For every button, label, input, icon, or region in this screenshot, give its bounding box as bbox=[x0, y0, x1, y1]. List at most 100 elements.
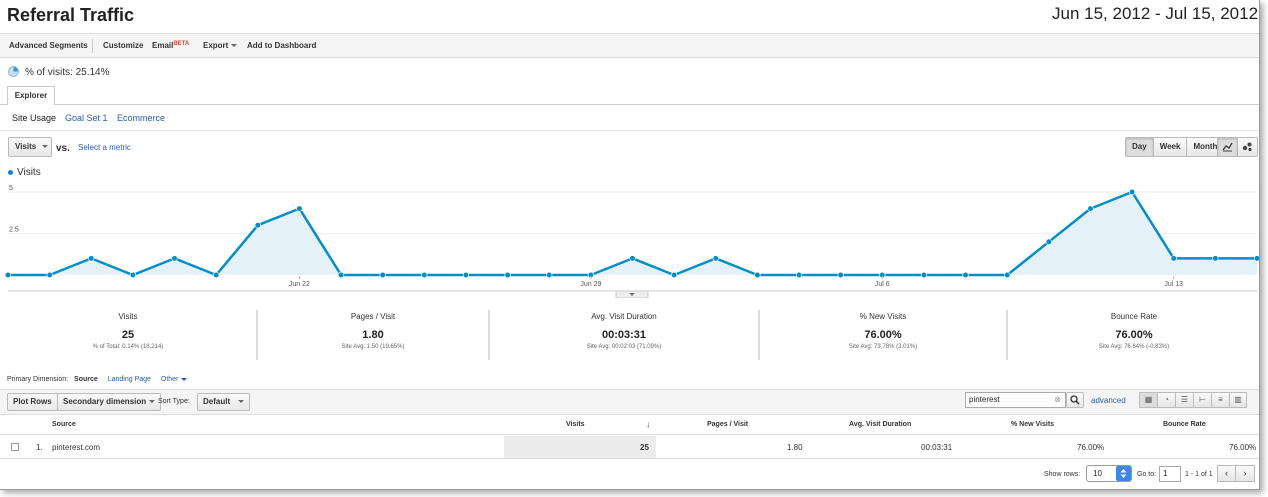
metric-dropdown-label: Visits bbox=[15, 142, 37, 151]
scorecard-label: Visits bbox=[118, 312, 138, 321]
scorecard: Bounce Rate 76.00% Site Avg: 76.64% (-0.83… bbox=[1008, 309, 1259, 361]
sort-descending-icon: ↓ bbox=[646, 419, 651, 429]
row-source-link[interactable]: pinterest.com bbox=[52, 443, 101, 452]
granularity-toggle: Day Week Month bbox=[1125, 137, 1225, 157]
term-cloud-icon[interactable]: ≡ bbox=[1211, 392, 1229, 408]
spinner-icon[interactable] bbox=[1116, 466, 1131, 481]
scorecard-divider bbox=[256, 310, 258, 360]
performance-view-icon[interactable]: ☰ bbox=[1175, 392, 1193, 408]
select-metric-link[interactable]: Select a metric bbox=[78, 143, 131, 152]
scorecard-value: 25 bbox=[121, 329, 135, 341]
column-header-new-visits[interactable]: % New Visits bbox=[1011, 421, 1055, 428]
secondary-dimension-label: Secondary dimension bbox=[63, 397, 147, 406]
scorecard-site-avg: Site Avg: 76.64% (-0.83%) bbox=[1098, 344, 1170, 350]
legend-label: Visits bbox=[17, 167, 41, 178]
data-point bbox=[629, 255, 636, 262]
pie-view-icon[interactable]: ◔ bbox=[1157, 392, 1175, 408]
search-icon bbox=[1070, 395, 1080, 405]
next-page-icon[interactable]: › bbox=[1236, 465, 1255, 482]
tab-explorer[interactable]: Explorer bbox=[7, 86, 55, 105]
plot-rows-button[interactable]: Plot Rows bbox=[7, 393, 58, 411]
data-point bbox=[920, 271, 928, 279]
line-chart-icon[interactable] bbox=[1218, 138, 1238, 156]
x-tick-label: Jul 6 bbox=[875, 281, 890, 288]
search-button[interactable] bbox=[1066, 392, 1084, 408]
scorecard-divider bbox=[758, 310, 760, 360]
subtab-site-usage[interactable]: Site Usage bbox=[12, 113, 57, 123]
data-point bbox=[129, 271, 136, 279]
table-search-input[interactable]: pinterest ⊗ bbox=[965, 392, 1066, 408]
chevron-down-icon bbox=[238, 400, 245, 404]
data-point bbox=[171, 255, 178, 262]
data-point bbox=[795, 271, 803, 279]
show-rows-label: Show rows: bbox=[1044, 471, 1081, 478]
sort-type-dropdown[interactable]: Default bbox=[197, 393, 251, 411]
pivot-view-icon[interactable]: ▥ bbox=[1229, 392, 1247, 408]
data-point bbox=[712, 255, 719, 262]
primary-dimension-bar: Primary Dimension: Source Landing Page O… bbox=[7, 376, 188, 383]
column-header-visits[interactable]: Visits bbox=[566, 421, 585, 428]
clear-icon[interactable]: ⊗ bbox=[1054, 395, 1061, 404]
data-point bbox=[1045, 238, 1052, 245]
chevron-down-icon bbox=[231, 44, 238, 48]
export-label: Export bbox=[203, 41, 229, 50]
goto-page-input[interactable]: 1 bbox=[1159, 466, 1181, 482]
metric-dropdown[interactable]: Visits bbox=[8, 137, 52, 157]
subtab-goal-set-1[interactable]: Goal Set 1 bbox=[65, 113, 108, 123]
data-point bbox=[1170, 255, 1177, 262]
column-header-source[interactable]: Source bbox=[52, 421, 76, 428]
export-button[interactable]: Export bbox=[203, 41, 238, 50]
y-tick-label: 2.5 bbox=[9, 227, 19, 234]
row-pages-per-visit: 1.80 bbox=[787, 443, 803, 452]
previous-page-icon[interactable]: ‹ bbox=[1217, 465, 1236, 482]
column-header-bounce-rate[interactable]: Bounce Rate bbox=[1163, 421, 1206, 428]
vs-label: vs. bbox=[56, 143, 70, 154]
comparison-view-icon[interactable]: ⊢ bbox=[1193, 392, 1211, 408]
granularity-week-button[interactable]: Week bbox=[1154, 138, 1188, 156]
table-header-row: Source Visits ↓ Pages / Visit Avg. Visit… bbox=[0, 415, 1259, 435]
dimension-landing-page[interactable]: Landing Page bbox=[107, 376, 151, 383]
pie-icon bbox=[8, 66, 19, 77]
data-point bbox=[546, 271, 553, 279]
motion-chart-icon[interactable] bbox=[1238, 138, 1257, 156]
advanced-segments-button[interactable]: Advanced Segments bbox=[9, 41, 88, 50]
row-avg-visit-duration: 00:03:31 bbox=[921, 443, 953, 452]
email-button[interactable]: EmailBETA bbox=[152, 41, 189, 50]
data-point bbox=[379, 271, 386, 279]
column-header-pages-per-visit[interactable]: Pages / Visit bbox=[707, 421, 749, 428]
sorted-column-highlight bbox=[504, 436, 656, 459]
series-area bbox=[8, 192, 1257, 275]
advanced-filter-link[interactable]: advanced bbox=[1091, 396, 1126, 405]
scorecard-divider bbox=[1006, 310, 1008, 360]
row-checkbox[interactable] bbox=[11, 443, 19, 451]
table-view-icon[interactable]: ▦ bbox=[1139, 392, 1157, 408]
data-point bbox=[1212, 255, 1219, 262]
scorecard-value: 76.00% bbox=[864, 329, 902, 341]
data-point bbox=[421, 271, 428, 279]
y-tick-label: 5 bbox=[9, 185, 13, 192]
secondary-dimension-dropdown[interactable]: Secondary dimension bbox=[57, 393, 162, 411]
percent-of-visits: % of visits: 25.14% bbox=[25, 67, 110, 78]
data-point bbox=[213, 271, 220, 279]
primary-dimension-label: Primary Dimension: bbox=[7, 376, 69, 383]
column-header-avg-visit-duration[interactable]: Avg. Visit Duration bbox=[849, 421, 912, 428]
dimension-source[interactable]: Source bbox=[74, 376, 98, 383]
add-to-dashboard-button[interactable]: Add to Dashboard bbox=[247, 41, 317, 50]
scorecard-site-avg: Site Avg: 1.50 (19.65%) bbox=[341, 344, 405, 350]
goto-label: Go to: bbox=[1137, 471, 1157, 478]
scorecard-value: 1.80 bbox=[362, 329, 384, 341]
granularity-month-button[interactable]: Month bbox=[1193, 142, 1218, 151]
date-range-picker[interactable]: Jun 15, 2012 - Jul 15, 2012 bbox=[1052, 4, 1259, 24]
dimension-other[interactable]: Other bbox=[161, 376, 188, 383]
toolbar-divider bbox=[92, 39, 93, 53]
customize-button[interactable]: Customize bbox=[103, 41, 144, 50]
scorecard-site-avg: Site Avg: 00:02:03 (71.09%) bbox=[586, 344, 662, 350]
scorecard-site-avg: % of Total: 0.14% (18,214) bbox=[92, 344, 164, 350]
scorecard-label: Pages / Visit bbox=[350, 312, 396, 321]
tab-baseline bbox=[0, 104, 1259, 105]
scorecard: Avg. Visit Duration 00:03:31 Site Avg: 00:… bbox=[490, 309, 758, 361]
subtab-ecommerce[interactable]: Ecommerce bbox=[117, 113, 166, 123]
granularity-day-button[interactable]: Day bbox=[1126, 138, 1154, 156]
scorecard-row: Visits 25 % of Total: 0.14% (18,214) Pages … bbox=[0, 309, 1259, 361]
scorecard-divider bbox=[488, 310, 490, 360]
